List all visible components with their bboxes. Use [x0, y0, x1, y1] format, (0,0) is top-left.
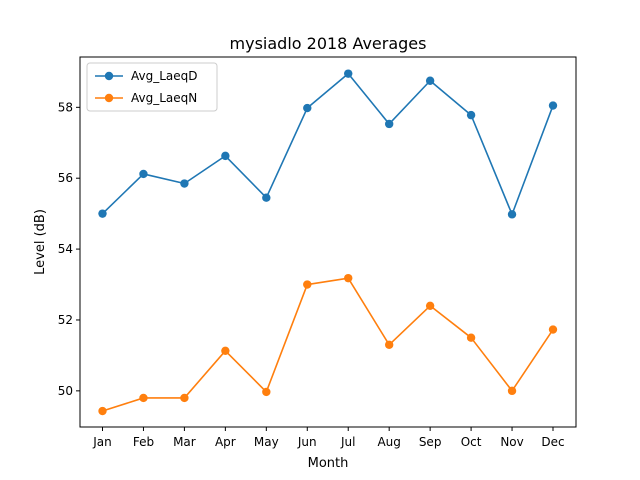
y-tick-label: 56: [58, 171, 73, 185]
x-tick-label: Feb: [133, 435, 154, 449]
y-tick-label: 52: [58, 313, 73, 327]
data-point: [507, 386, 517, 396]
y-tick-label: 50: [58, 384, 73, 398]
data-point: [507, 210, 517, 219]
data-point: [466, 333, 476, 342]
data-point: [303, 103, 312, 113]
data-point: [303, 280, 312, 289]
data-point: [344, 69, 353, 78]
data-point: [425, 301, 435, 310]
legend-marker: [104, 71, 114, 81]
data-point: [139, 393, 148, 403]
data-point: [98, 209, 107, 218]
legend-marker: [104, 93, 114, 103]
legend-label: Avg_LaeqD: [131, 69, 198, 83]
x-tick-label: Sep: [419, 435, 442, 449]
x-tick-label: Aug: [377, 435, 400, 449]
data-point: [221, 151, 230, 161]
x-axis-label: Month: [308, 456, 349, 471]
plot-frame: [79, 56, 577, 428]
data-point: [384, 119, 394, 129]
x-tick-label: Jan: [92, 435, 112, 449]
x-tick-label: Mar: [173, 435, 196, 449]
x-tick-label: Dec: [541, 435, 564, 449]
series-line: [102, 277, 554, 412]
data-point: [262, 193, 271, 202]
data-point: [548, 325, 558, 334]
data-point: [98, 406, 107, 416]
legend-box: [86, 62, 218, 112]
x-tick-label: Nov: [500, 435, 523, 449]
data-point: [262, 387, 271, 397]
x-tick-label: Jun: [297, 435, 317, 449]
chart-title: mysiadlo 2018 Averages: [230, 34, 427, 53]
data-point: [221, 346, 230, 356]
data-point: [180, 179, 189, 188]
x-tick-label: May: [254, 435, 279, 449]
data-point: [180, 393, 189, 403]
data-point: [466, 110, 476, 120]
data-point: [384, 340, 394, 349]
y-tick-label: 58: [58, 100, 73, 114]
x-tick-label: Jul: [340, 435, 355, 449]
data-point: [425, 76, 435, 85]
y-axis-label: Level (dB): [33, 209, 48, 275]
data-point: [548, 101, 558, 110]
legend-label: Avg_LaeqN: [131, 91, 197, 105]
data-point: [139, 169, 148, 179]
x-tick-label: Apr: [215, 435, 236, 449]
y-tick-label: 54: [58, 242, 73, 256]
series-line: [101, 72, 554, 216]
x-tick-label: Oct: [461, 435, 482, 449]
data-point: [344, 273, 353, 283]
